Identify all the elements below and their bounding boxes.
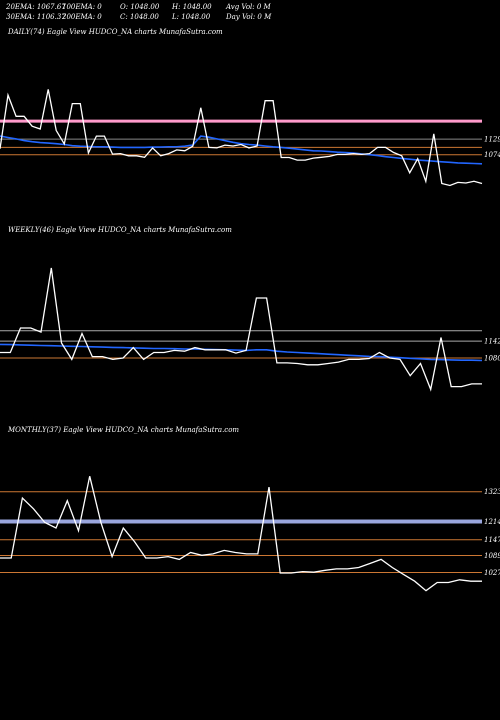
- weekly-panel-title: WEEKLY(46) Eagle View HUDCO_NA charts Mu…: [8, 226, 232, 234]
- header-open: O: 1048.00: [120, 3, 160, 11]
- header-low: L: 1048.00: [172, 13, 211, 21]
- weekly-ema-line: [0, 343, 483, 362]
- daily-tick-label: 1074: [484, 151, 500, 159]
- header-ema100: 100EMA: 0: [62, 3, 102, 11]
- monthly-panel-title: MONTHLY(37) Eagle View HUDCO_NA charts M…: [8, 426, 240, 434]
- daily-price-line: [0, 89, 483, 187]
- monthly-tick-label: 1323: [484, 488, 500, 496]
- weekly-price-line: [0, 267, 482, 392]
- header-ema20: 20EMA: 1067.67: [6, 3, 66, 11]
- weekly-tick-label: 1080: [484, 355, 500, 363]
- monthly-tick-label: 1089: [484, 552, 500, 560]
- daily-tick-label: 1129: [484, 136, 500, 144]
- header-high: H: 1048.00: [172, 3, 212, 11]
- monthly-tick-label: 1027: [484, 569, 500, 577]
- monthly-tick-label: 1214: [484, 518, 500, 526]
- monthly-price-line: [0, 476, 482, 592]
- header-ema30: 30EMA: 1106.37: [6, 13, 66, 21]
- header-avg-vol: Avg Vol: 0 M: [226, 3, 271, 11]
- weekly-tick-label: 1142: [484, 338, 500, 346]
- daily-ema-line: [0, 135, 483, 165]
- header-ema200: 200EMA: 0: [62, 13, 102, 21]
- daily-panel-title: DAILY(74) Eagle View HUDCO_NA charts Mun…: [8, 28, 223, 36]
- header-day-vol: Day Vol: 0 M: [226, 13, 272, 21]
- monthly-tick-label: 1147: [484, 536, 500, 544]
- header-close: C: 1048.00: [120, 13, 159, 21]
